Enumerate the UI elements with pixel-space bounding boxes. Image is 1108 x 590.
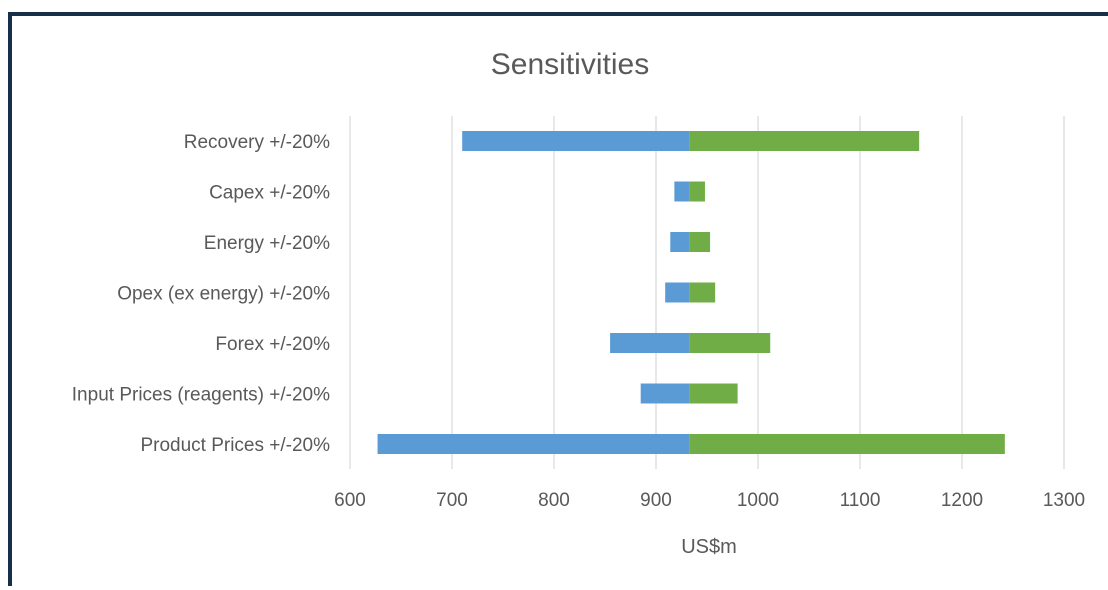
high-case-bar <box>689 434 1005 454</box>
low-case-bar <box>670 232 690 252</box>
x-tick-label: 1000 <box>737 490 779 511</box>
low-case-bar <box>610 333 690 353</box>
x-axis-title: US$m <box>681 536 737 558</box>
chart-frame: Sensitivities Recovery +/-20% Capex +/-20… <box>8 12 1108 586</box>
category-label: Energy +/-20% <box>204 233 330 254</box>
x-tick-label: 700 <box>436 490 468 511</box>
high-case-bar <box>689 383 738 404</box>
bars <box>377 131 1005 454</box>
category-labels: Recovery +/-20% Capex +/-20% Energy +/-20%… <box>72 132 330 456</box>
x-tick-label: 800 <box>538 490 570 511</box>
high-case-bar <box>689 232 711 252</box>
high-case-bar <box>689 333 771 353</box>
sensitivity-chart: Sensitivities Recovery +/-20% Capex +/-20… <box>72 48 1085 558</box>
category-label: Opex (ex energy) +/-20% <box>117 284 330 305</box>
high-case-bar <box>689 131 920 151</box>
x-tick-label: 600 <box>334 490 366 511</box>
category-label: Forex +/-20% <box>215 334 330 355</box>
category-label: Recovery +/-20% <box>184 132 330 153</box>
x-tick-labels: 600 700 800 900 1000 1100 1200 1300 <box>334 490 1085 511</box>
high-case-bar <box>689 282 716 303</box>
low-case-bar <box>377 434 690 454</box>
x-tick-label: 900 <box>640 490 672 511</box>
x-tick-label: 1100 <box>840 490 881 511</box>
gridlines <box>349 116 1065 469</box>
high-case-bar <box>689 181 705 202</box>
category-label: Capex +/-20% <box>209 183 330 204</box>
low-case-bar <box>665 282 690 303</box>
category-label: Input Prices (reagents) +/-20% <box>72 385 330 406</box>
low-case-bar <box>674 181 690 202</box>
x-tick-label: 1200 <box>941 490 983 511</box>
x-tick-label: 1300 <box>1043 490 1085 511</box>
chart-title: Sensitivities <box>491 48 649 81</box>
low-case-bar <box>640 383 690 404</box>
low-case-bar <box>462 131 690 151</box>
category-label: Product Prices +/-20% <box>140 435 330 456</box>
